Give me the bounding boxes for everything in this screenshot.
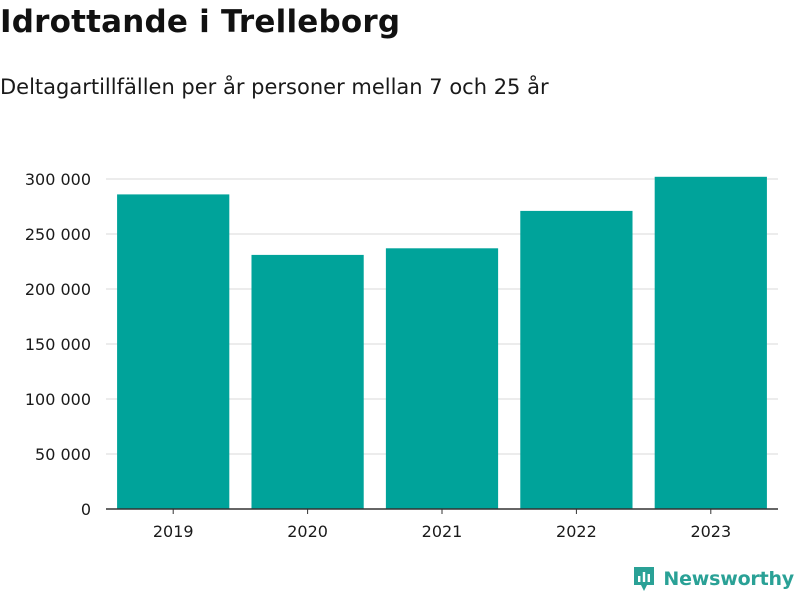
- newsworthy-logo-icon: [634, 567, 655, 591]
- x-tick-label: 2023: [690, 522, 731, 541]
- logo-text: Newsworthy: [663, 568, 794, 590]
- bar: [520, 210, 633, 509]
- y-tick-label: 300 000: [25, 170, 91, 189]
- chart-title: Idrottande i Trelleborg: [0, 4, 401, 40]
- y-tick-label: 50 000: [35, 445, 91, 464]
- chart-subtitle: Deltagartillfällen per år personer mella…: [0, 75, 549, 99]
- y-tick-label: 200 000: [25, 280, 91, 299]
- bar: [251, 254, 364, 509]
- x-tick-label: 2022: [556, 522, 597, 541]
- y-tick-label: 100 000: [25, 390, 91, 409]
- bar: [117, 194, 230, 509]
- axes: 0 50 000 100 000 150 000 200 000 250 000 300 0…: [25, 170, 778, 541]
- bars: [117, 176, 767, 510]
- y-tick-label: 0: [81, 500, 91, 519]
- x-tick-label: 2021: [422, 522, 463, 541]
- bar: [654, 176, 767, 510]
- x-tick-label: 2020: [287, 522, 328, 541]
- y-tick-label: 150 000: [25, 335, 91, 354]
- bar: [385, 248, 499, 510]
- x-tick-label: 2019: [153, 522, 194, 541]
- y-tick-label: 250 000: [25, 225, 91, 244]
- newsworthy-logo: Newsworthy: [632, 564, 794, 594]
